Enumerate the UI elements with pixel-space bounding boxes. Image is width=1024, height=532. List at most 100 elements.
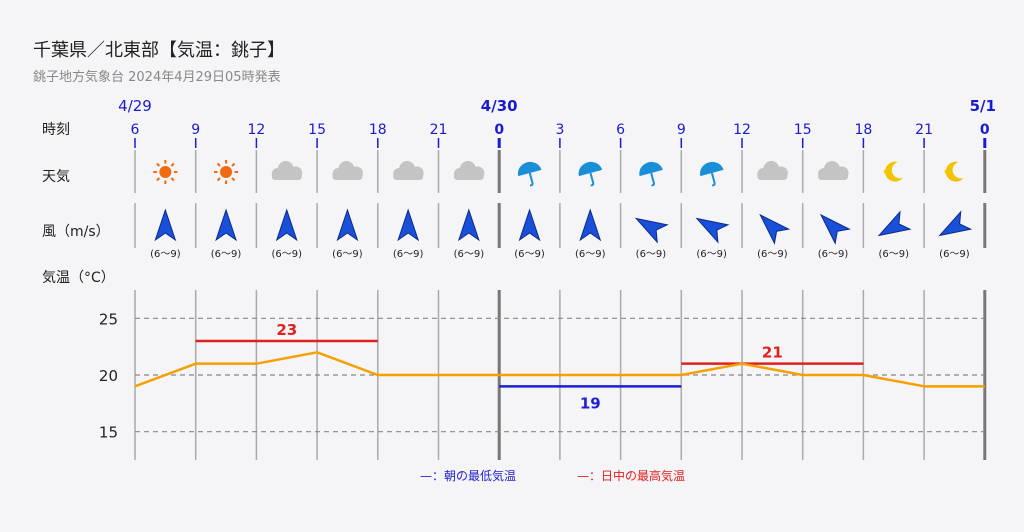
- umbrella-handle: [589, 172, 595, 187]
- hour-label: 15: [308, 122, 326, 138]
- moon-icon: ★: [943, 161, 964, 182]
- wind-arrow-icon: [634, 217, 669, 244]
- wind-speed: (6〜9): [757, 249, 788, 260]
- umbrella-icon: [578, 161, 603, 187]
- sun-ray: [170, 177, 175, 182]
- wind-row-label: 風（m/s）: [42, 224, 110, 240]
- wind-arrow-icon: [518, 208, 541, 242]
- moon-icon: ★: [882, 161, 903, 182]
- date-label: 4/29: [118, 97, 152, 115]
- hour-label: 21: [915, 122, 933, 138]
- umbrella-icon: [699, 161, 724, 187]
- wind-arrow-icon: [695, 217, 730, 244]
- hour-label: 0: [494, 122, 504, 138]
- cloud-part: [757, 173, 788, 180]
- time-row-label: 時刻: [42, 122, 70, 138]
- wind-arrow-icon: [154, 208, 177, 242]
- wind-speed: (6〜9): [271, 249, 302, 260]
- umbrella-canopy: [639, 161, 663, 177]
- cloud-icon: [271, 161, 303, 180]
- wind-speed: (6〜9): [514, 249, 545, 260]
- sun-icon: [153, 160, 178, 184]
- wind-speed: (6〜9): [332, 249, 363, 260]
- y-tick-label: 15: [99, 424, 118, 442]
- moon-crescent: [885, 161, 903, 182]
- cloud-part: [332, 173, 363, 180]
- cloud-icon: [453, 161, 485, 180]
- legend-max-text: —：日中の最高気温: [577, 469, 686, 483]
- hour-label: 9: [677, 122, 686, 138]
- legend-max-temp: —：日中の最高気温: [577, 467, 685, 484]
- date-label: 4/30: [481, 97, 518, 115]
- cloud-part: [393, 173, 424, 180]
- cloud-icon: [332, 161, 363, 180]
- sun-ray: [156, 177, 161, 182]
- umbrella-canopy: [517, 161, 542, 177]
- wind-arrow-icon: [759, 213, 791, 245]
- umbrella-handle: [528, 172, 534, 187]
- wind-arrow-icon: [819, 213, 851, 245]
- issue-info: 銚子地方気象台 2024年4月29日05時発表: [33, 70, 281, 85]
- sun-ray: [216, 162, 221, 167]
- hour-label: 18: [854, 122, 872, 138]
- sun-disc: [220, 166, 233, 178]
- wind-speed: (6〜9): [818, 249, 849, 260]
- star-icon: ★: [882, 167, 889, 176]
- sun-ray: [231, 177, 236, 182]
- wind-arrow-icon: [877, 210, 912, 237]
- umbrella-icon: [639, 161, 663, 187]
- hour-label: 21: [430, 122, 448, 138]
- legend-min-temp: —：朝の最低気温: [420, 467, 516, 484]
- hour-label: 6: [131, 122, 140, 138]
- cloud-part: [453, 173, 484, 180]
- hour-label: 15: [794, 122, 812, 138]
- legend-min-text: —：朝の最低気温: [420, 469, 517, 483]
- hour-label: 18: [369, 122, 387, 138]
- min-temp-label: 19: [580, 394, 601, 412]
- wind-speed: (6〜9): [211, 249, 242, 260]
- umbrella-icon: [517, 161, 542, 187]
- wind-arrow-icon: [579, 208, 602, 242]
- cloud-part: [818, 173, 849, 180]
- hour-label: 12: [733, 122, 751, 138]
- sun-disc: [159, 166, 172, 178]
- wind-speed: (6〜9): [150, 249, 181, 260]
- umbrella-handle: [710, 172, 716, 187]
- cloud-part: [271, 173, 302, 180]
- weather-row-label: 天気: [42, 169, 70, 185]
- wind-arrow-icon: [275, 208, 298, 242]
- max-temp-label: 21: [762, 344, 783, 362]
- hour-label: 6: [616, 122, 625, 138]
- star-icon: ★: [943, 167, 950, 176]
- y-tick-label: 20: [99, 367, 118, 385]
- cloud-icon: [393, 161, 424, 180]
- wind-arrow-icon: [457, 208, 480, 242]
- cloud-icon: [818, 161, 849, 180]
- wind-speed: (6〜9): [393, 249, 424, 260]
- umbrella-canopy: [578, 161, 603, 177]
- wind-speed: (6〜9): [696, 249, 727, 260]
- wind-speed: (6〜9): [454, 249, 485, 260]
- temp-row-label: 気温（°C）: [42, 270, 115, 286]
- page-title: 千葉県／北東部【気温：銚子】: [33, 40, 285, 61]
- wind-speed: (6〜9): [575, 249, 606, 260]
- sun-ray: [156, 162, 161, 167]
- y-tick-label: 25: [99, 310, 118, 328]
- wind-arrow-icon: [397, 208, 420, 242]
- wind-arrow-icon: [938, 210, 973, 237]
- sun-icon: [214, 160, 239, 184]
- date-label: 5/1: [970, 97, 996, 115]
- max-temp-label: 23: [276, 321, 297, 339]
- moon-crescent: [945, 161, 964, 182]
- hour-label: 9: [191, 122, 200, 138]
- wind-arrow-icon: [336, 208, 359, 242]
- wind-speed: (6〜9): [636, 249, 667, 260]
- hour-label: 0: [980, 122, 990, 138]
- wind-speed: (6〜9): [939, 249, 970, 260]
- sun-ray: [231, 162, 236, 167]
- wind-arrow-icon: [215, 208, 238, 242]
- sun-ray: [170, 162, 175, 167]
- cloud-icon: [757, 161, 788, 180]
- umbrella-canopy: [699, 161, 724, 177]
